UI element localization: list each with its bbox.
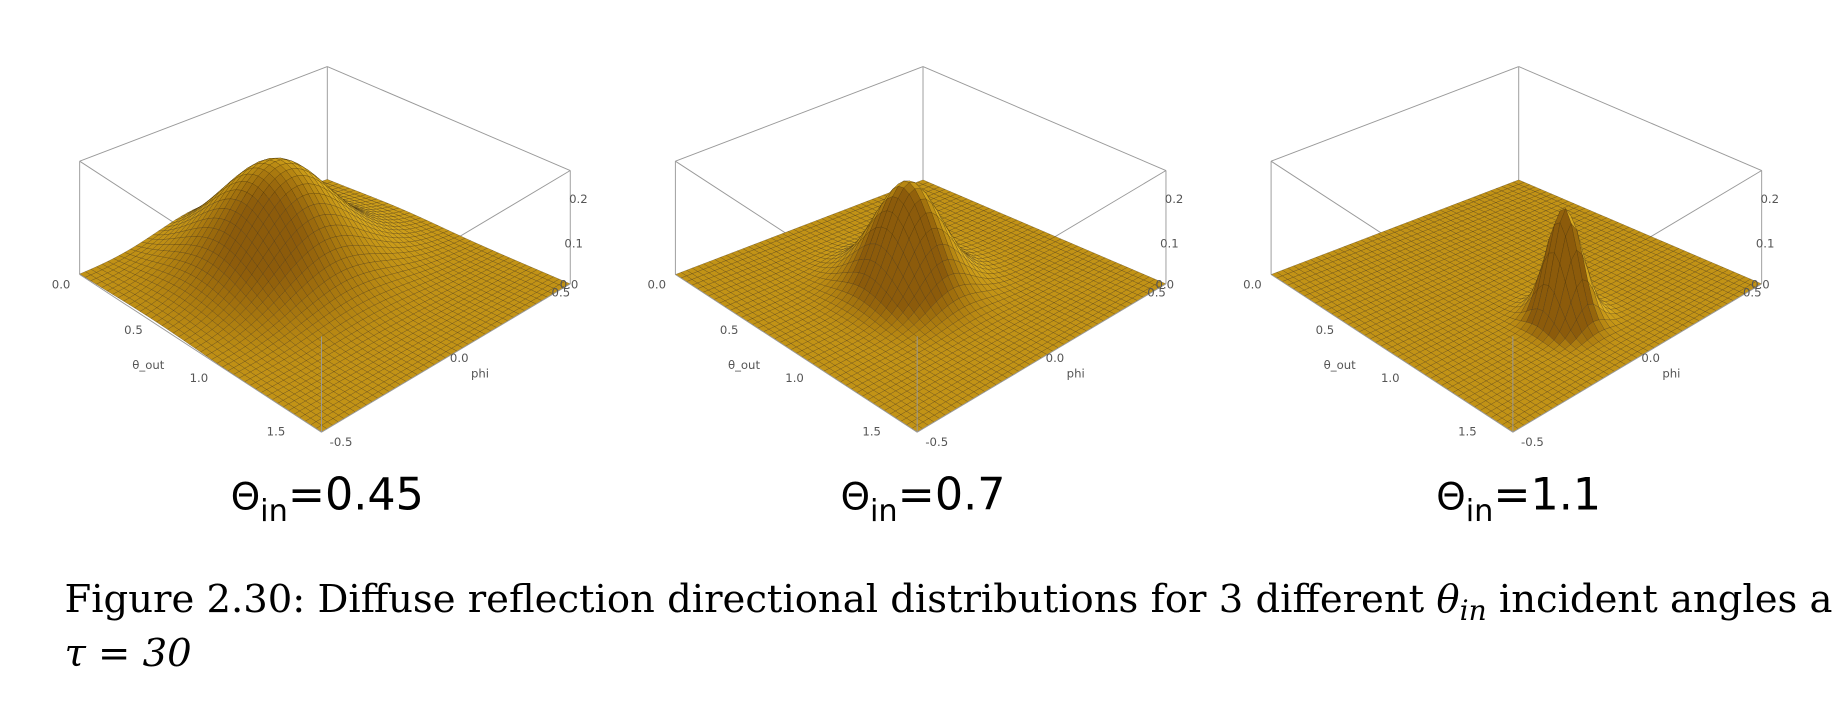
x-tick-label: 0.5: [124, 323, 143, 337]
z-tick-label: 0.0: [560, 278, 579, 292]
z-tick-label: 0.1: [564, 237, 583, 251]
label-value: =0.45: [288, 469, 424, 520]
x-tick-label: 0.0: [647, 278, 666, 292]
surface-plot: 0.00.51.01.5-0.50.00.50.00.10.2θ_outphiΘ…: [647, 66, 1184, 529]
panel-label: Θin=0.45: [231, 469, 424, 529]
x-tick-label: 1.0: [190, 371, 209, 385]
label-symbol: Θ: [841, 474, 870, 518]
x-tick-label: 1.0: [785, 371, 804, 385]
panel-label: Θin=0.7: [841, 469, 1006, 529]
label-subscript: in: [870, 494, 898, 529]
y-tick-label: -0.5: [925, 435, 948, 449]
z-tick-label: 0.0: [1155, 278, 1174, 292]
x-axis-label: θ_out: [728, 358, 761, 372]
box-edge: [1518, 66, 1762, 171]
surface-plot: 0.00.51.01.5-0.50.00.50.00.10.2θ_outphiΘ…: [52, 66, 588, 529]
box-edge: [1270, 66, 1519, 162]
y-axis-label: phi: [1067, 366, 1085, 380]
y-axis-label: phi: [471, 366, 489, 380]
x-tick-label: 0.0: [52, 278, 71, 292]
box-edge: [327, 66, 571, 171]
box-edge: [675, 66, 924, 162]
box-edge: [79, 66, 328, 162]
label-subscript: in: [260, 494, 288, 529]
y-tick-label: 0.0: [1046, 351, 1065, 365]
label-symbol: Θ: [231, 474, 260, 518]
x-tick-label: 1.5: [862, 425, 881, 439]
surface-plot: 0.00.51.01.5-0.50.00.50.00.10.2θ_outphiΘ…: [1243, 66, 1779, 529]
box-edge: [922, 66, 1167, 171]
x-tick-label: 1.5: [267, 425, 286, 439]
z-tick-label: 0.2: [569, 192, 588, 206]
x-tick-label: 0.5: [720, 323, 739, 337]
y-tick-label: 0.0: [450, 351, 469, 365]
x-axis-label: θ_out: [132, 358, 165, 372]
label-value: =0.7: [898, 469, 1006, 520]
y-tick-label: -0.5: [330, 435, 353, 449]
z-tick-label: 0.2: [1165, 192, 1184, 206]
z-tick-label: 0.1: [1160, 237, 1179, 251]
